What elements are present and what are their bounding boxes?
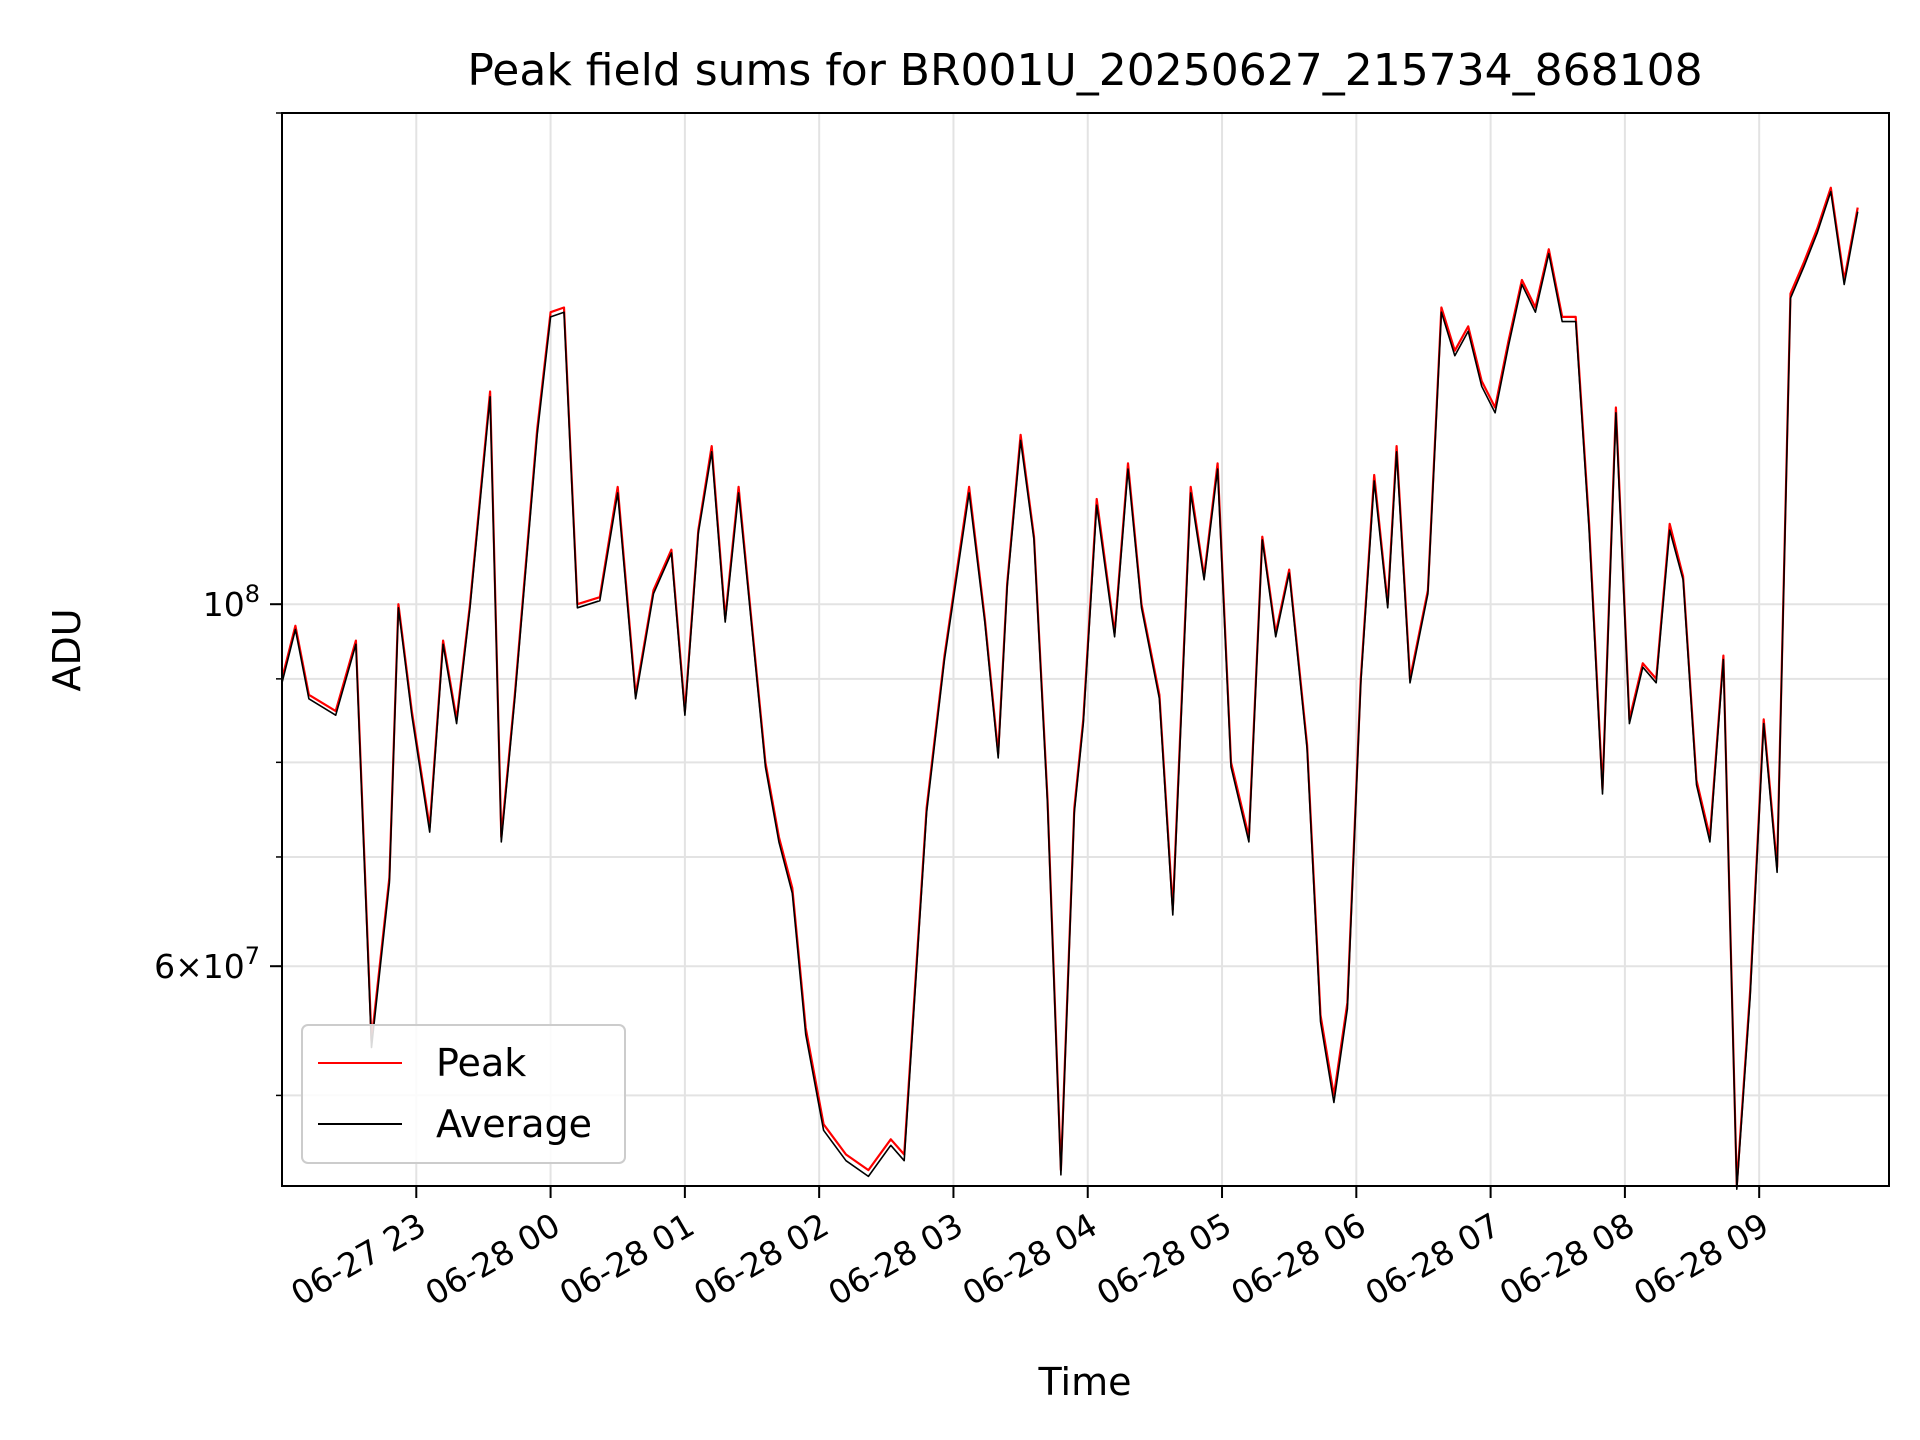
- y-tick-label: 6×107: [154, 942, 260, 986]
- legend-peak-label: Peak: [436, 1041, 526, 1085]
- legend-box: [301, 1024, 626, 1164]
- series-layer: [280, 186, 1859, 1190]
- chart-title: Peak field sums for BR001U_20250627_2157…: [467, 45, 1702, 96]
- x-axis-label: Time: [1038, 1360, 1132, 1404]
- series-line-average: [281, 190, 1859, 1190]
- y-axis: 108 6×107: [154, 112, 282, 1097]
- legend: Peak Average: [301, 1024, 626, 1164]
- legend-average-label: Average: [436, 1102, 592, 1146]
- y-axis-label: ADU: [45, 608, 89, 691]
- plot-frame: [281, 112, 1890, 1187]
- grid: [282, 112, 1889, 1186]
- y-tick-label: 108: [203, 580, 260, 624]
